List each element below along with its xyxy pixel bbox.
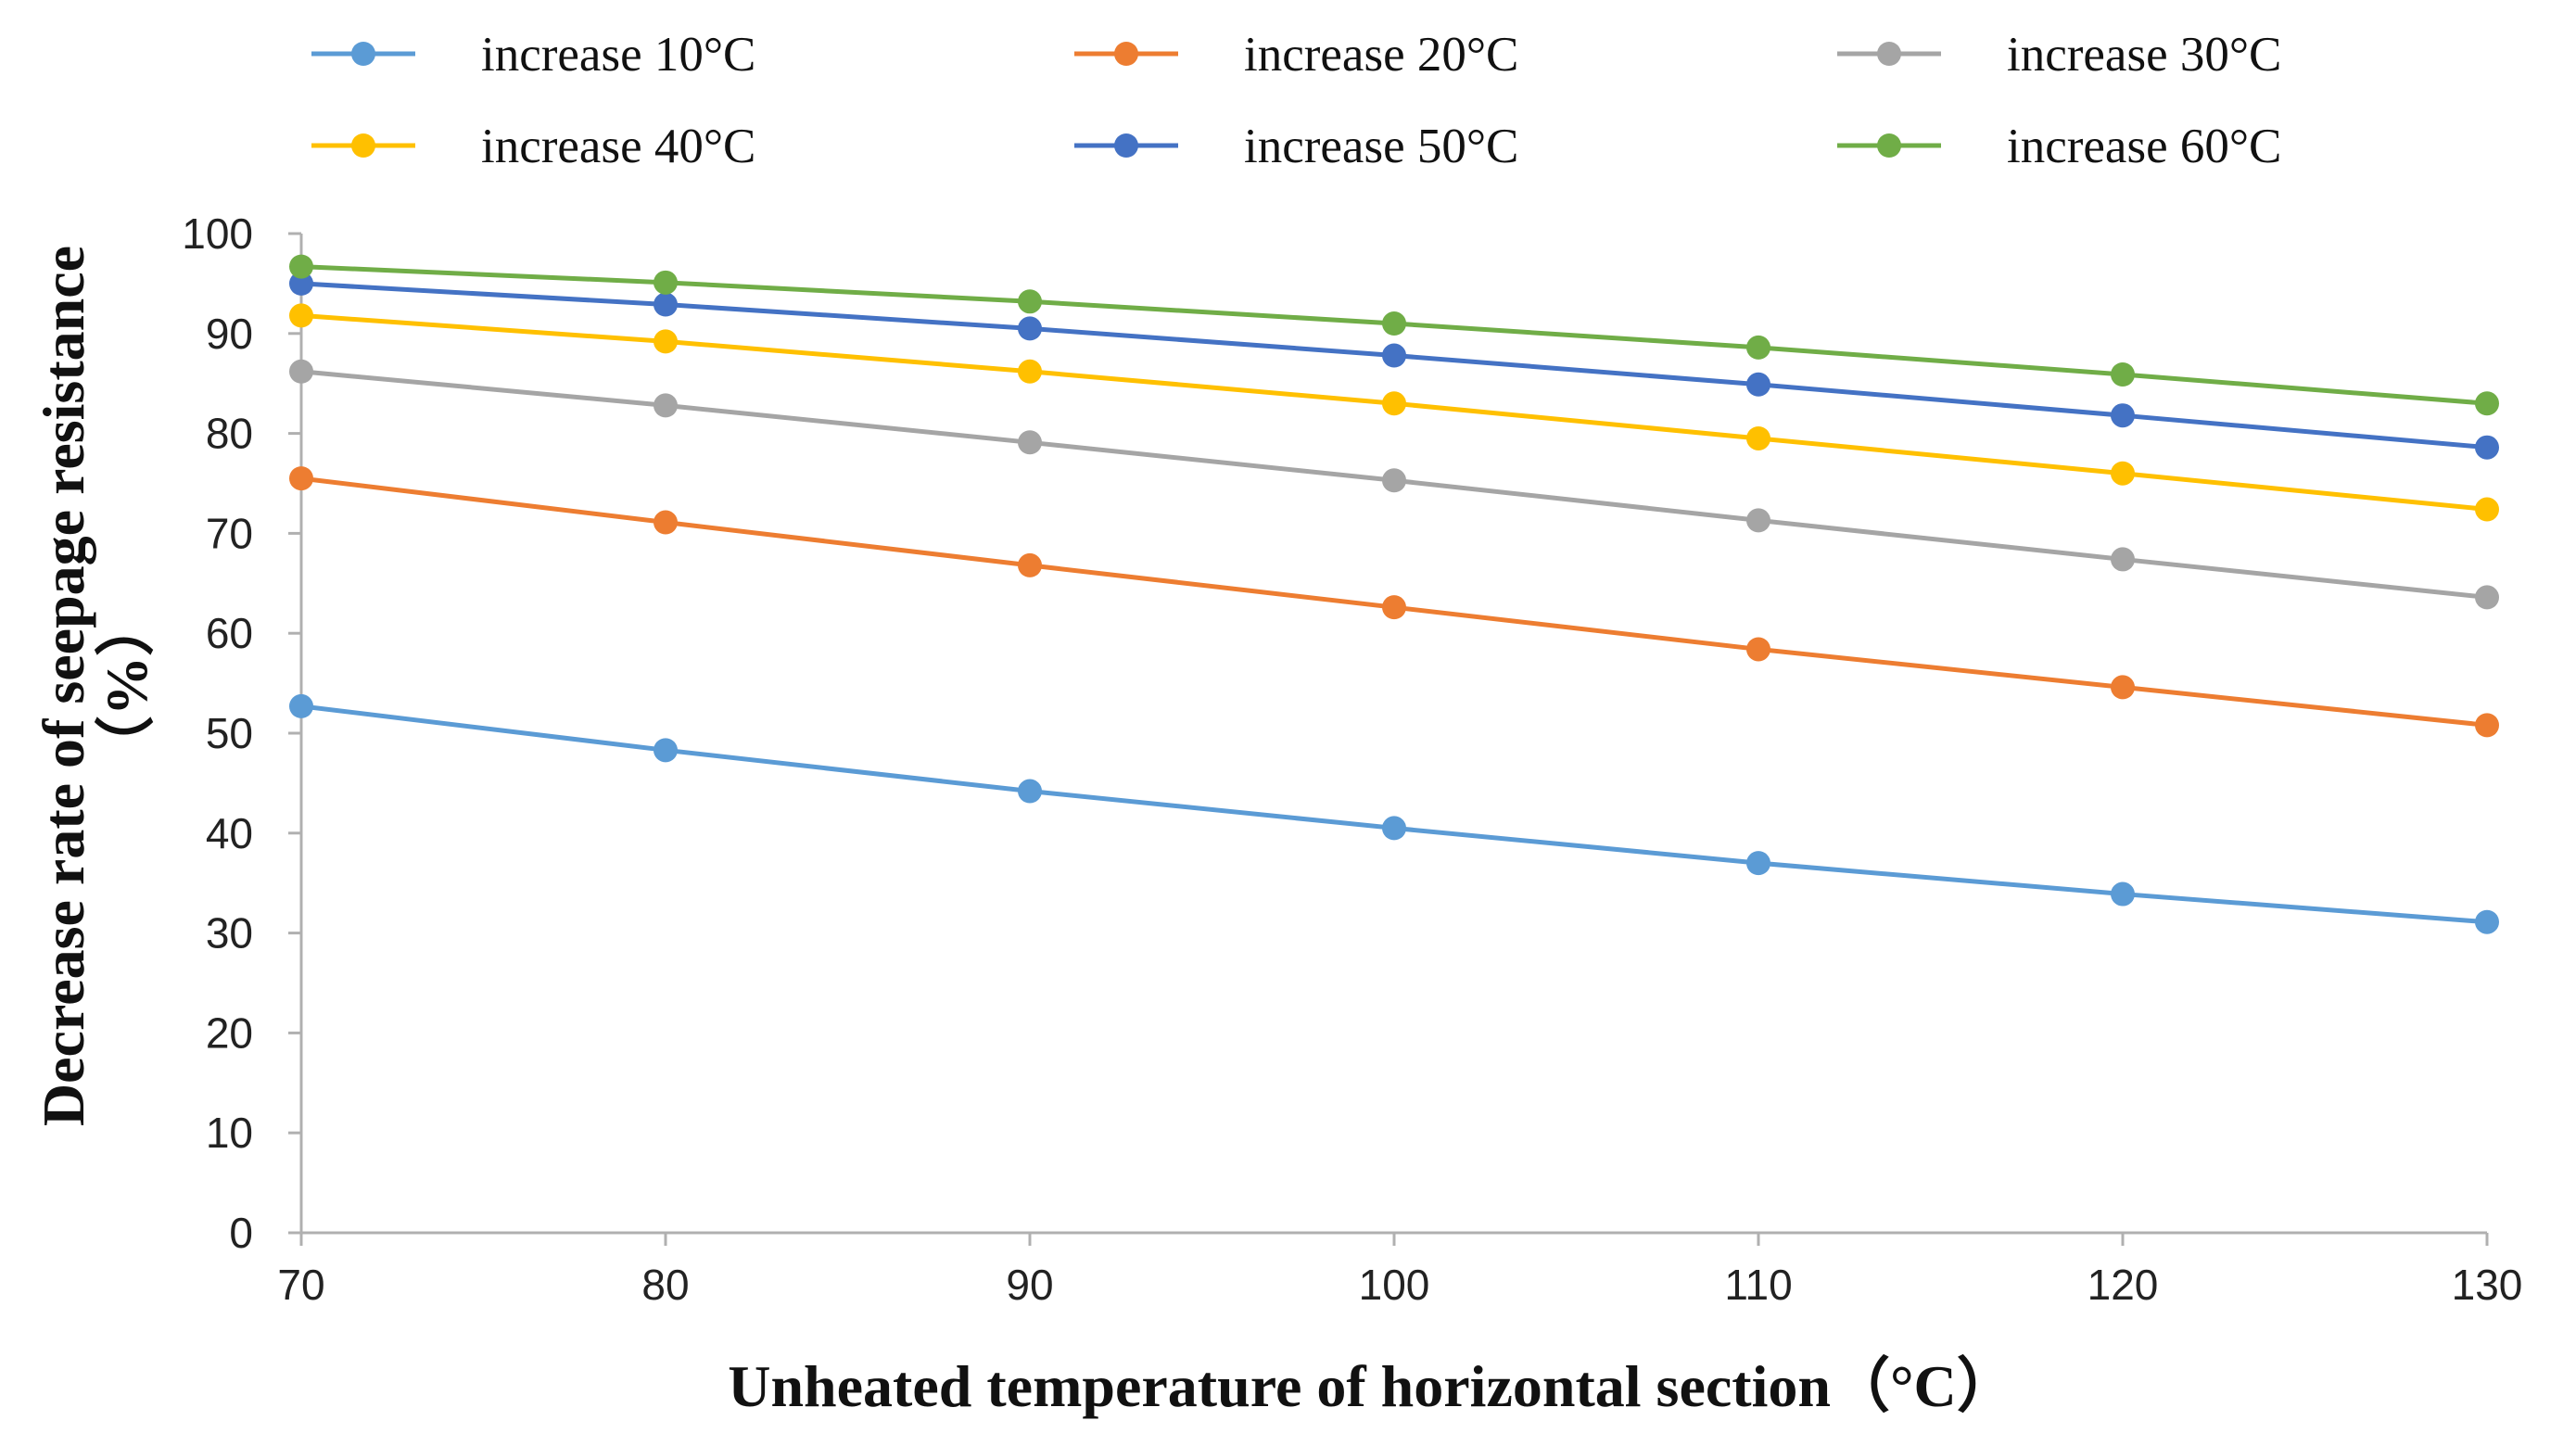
legend-label: increase 40°C xyxy=(481,120,755,173)
data-point xyxy=(654,329,678,354)
y-tick-label: 50 xyxy=(206,709,253,757)
data-point xyxy=(1746,372,1770,397)
data-point xyxy=(654,292,678,317)
data-point xyxy=(289,693,313,718)
x-tick-label: 80 xyxy=(641,1261,689,1309)
y-axis-title-group: Decrease rate of seepage resistance （%） xyxy=(31,246,159,1126)
x-tick-label: 70 xyxy=(277,1261,324,1309)
legend-label: increase 30°C xyxy=(2007,28,2281,82)
data-point xyxy=(2475,391,2499,416)
x-tick-label: 120 xyxy=(2087,1261,2159,1309)
legend-item: increase 60°C xyxy=(1837,120,2281,173)
data-point xyxy=(1018,359,1042,384)
series-6 xyxy=(289,254,2499,416)
y-axis-title: Decrease rate of seepage resistance xyxy=(31,246,96,1126)
data-point xyxy=(289,359,313,384)
data-point xyxy=(654,738,678,763)
data-point xyxy=(1018,552,1042,577)
y-tick-label: 30 xyxy=(206,909,253,957)
y-tick-label: 70 xyxy=(206,509,253,557)
data-point xyxy=(1018,289,1042,314)
data-point xyxy=(2475,497,2499,522)
x-tick-label: 90 xyxy=(1006,1261,1053,1309)
y-tick-label: 10 xyxy=(206,1109,253,1157)
data-point xyxy=(1382,311,1406,336)
series-3 xyxy=(289,359,2499,610)
data-point xyxy=(2475,585,2499,610)
x-tick-label: 110 xyxy=(1724,1261,1792,1309)
legend-label: increase 60°C xyxy=(2007,120,2281,173)
data-point xyxy=(2111,547,2135,572)
y-tick-label: 0 xyxy=(229,1209,253,1257)
data-point xyxy=(289,271,313,296)
data-point xyxy=(654,510,678,535)
legend-item: increase 20°C xyxy=(1074,28,1518,82)
data-point xyxy=(1018,779,1042,804)
legend-marker xyxy=(1877,42,1901,66)
legend-item: increase 40°C xyxy=(311,120,755,173)
legend-marker xyxy=(351,133,375,158)
data-point xyxy=(2475,909,2499,934)
series-1 xyxy=(289,693,2499,934)
legend-label: increase 50°C xyxy=(1244,120,1518,173)
data-point xyxy=(1382,391,1406,416)
data-point xyxy=(1382,343,1406,368)
data-point xyxy=(654,393,678,418)
legend-item: increase 30°C xyxy=(1837,28,2281,82)
series-4 xyxy=(289,303,2499,522)
data-point xyxy=(1382,816,1406,841)
legend-label: increase 10°C xyxy=(481,28,755,82)
y-tick-label: 90 xyxy=(206,310,253,358)
data-point xyxy=(1746,637,1770,662)
data-point xyxy=(2111,881,2135,907)
data-point xyxy=(1746,508,1770,533)
x-tick-label: 130 xyxy=(2452,1261,2523,1309)
legend-marker xyxy=(1114,42,1138,66)
x-tick-label: 100 xyxy=(1359,1261,1430,1309)
data-point xyxy=(1382,595,1406,620)
data-point xyxy=(1018,430,1042,455)
legend-marker xyxy=(1114,133,1138,158)
data-point xyxy=(2475,713,2499,738)
data-point xyxy=(2111,461,2135,486)
axes: 0 10 20 30 40 50 60 70 80 90 100 70 80 90 100 110 120 130 xyxy=(182,209,2522,1309)
series-2 xyxy=(289,466,2499,738)
data-point xyxy=(2111,675,2135,700)
legend-item: increase 50°C xyxy=(1074,120,1518,173)
data-point xyxy=(1746,425,1770,450)
data-point xyxy=(289,466,313,491)
legend-marker xyxy=(351,42,375,66)
data-point xyxy=(1746,851,1770,876)
legend-marker xyxy=(1877,133,1901,158)
series-5 xyxy=(289,271,2499,460)
data-point xyxy=(1746,335,1770,360)
legend-label: increase 20°C xyxy=(1244,28,1518,82)
y-tick-label: 20 xyxy=(206,1008,253,1057)
data-point xyxy=(2475,435,2499,460)
y-tick-label: 40 xyxy=(206,809,253,857)
data-point xyxy=(1382,468,1406,493)
data-point xyxy=(1018,316,1042,341)
y-tick-label: 60 xyxy=(206,609,253,657)
series-layer xyxy=(289,254,2499,934)
data-point xyxy=(2111,361,2135,387)
y-axis-title-unit: （%） xyxy=(94,597,159,775)
legend-item: increase 10°C xyxy=(311,28,755,82)
data-point xyxy=(2111,403,2135,428)
x-axis-title: Unheated temperature of horizontal secti… xyxy=(728,1353,2016,1419)
data-point xyxy=(289,254,313,279)
data-point xyxy=(654,270,678,295)
data-point xyxy=(289,303,313,328)
series-line xyxy=(300,704,2488,925)
y-tick-label: 80 xyxy=(206,410,253,458)
y-tick-label: 100 xyxy=(182,209,253,258)
legend: increase 10°C increase 20°C increase 30°C i… xyxy=(311,28,2281,173)
